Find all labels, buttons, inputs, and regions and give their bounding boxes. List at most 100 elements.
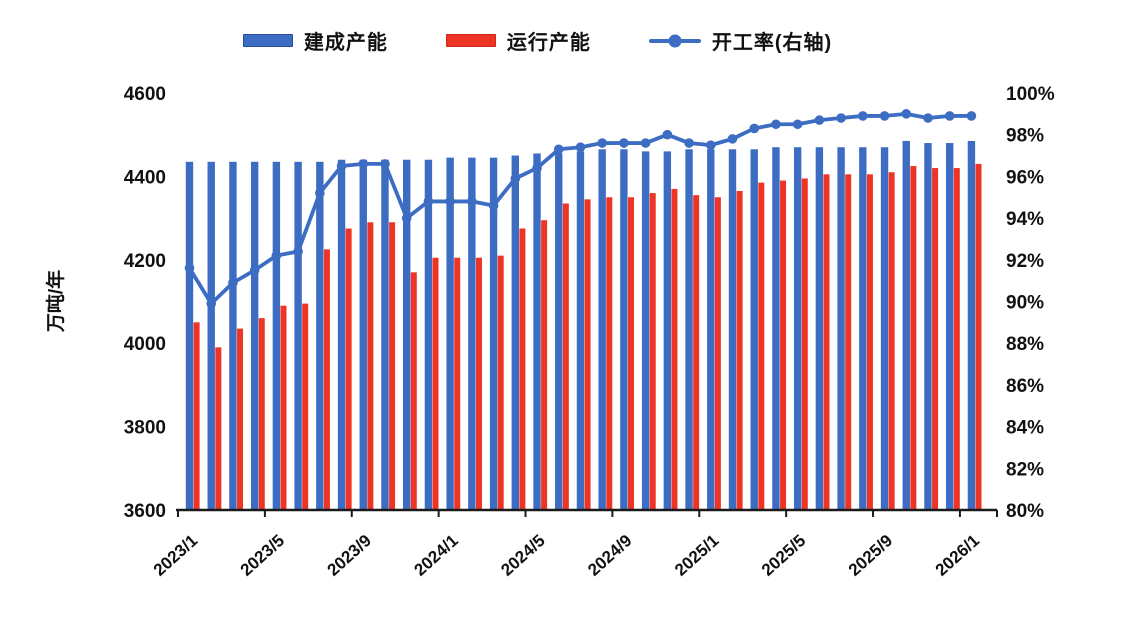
right-axis-tick-label: 96% [1006,167,1044,188]
operating-rate-point [271,250,282,261]
bar-built-capacity [880,147,889,510]
operating-rate-point [684,138,694,148]
x-axis-tick-label: 2024/1 [410,531,461,580]
bar-built-capacity [337,159,346,510]
operating-rate-point [401,213,412,223]
bar-built-capacity [468,157,476,510]
chart-legend: 建成产能 运行产能 开工率(右轴) [0,26,1103,55]
operating-rate-point [792,119,803,130]
operating-rate-point [228,277,238,288]
bar-built-capacity [555,153,563,510]
operating-rate-point [423,196,434,207]
bar-running-capacity [519,228,526,510]
bar-built-capacity [381,159,389,510]
left-axis-tick-label: 4000 [124,334,166,355]
operating-rate-point [944,111,955,121]
operating-rate-point [380,159,390,169]
operating-rate-point [358,159,369,169]
x-axis-tick-label: 2025/1 [671,531,722,580]
bar-built-capacity [185,161,194,510]
operating-rate-point [966,111,977,121]
bar-running-capacity [780,180,787,510]
bar-built-capacity [859,147,867,510]
left-axis-tick-label: 4600 [124,84,166,105]
right-axis-tick-label: 92% [1006,251,1044,272]
bar-built-capacity [685,149,693,511]
right-axis-tick-label: 86% [1006,376,1044,397]
x-axis-tick-label: 2023/5 [237,531,288,580]
right-axis-tick-label: 84% [1006,418,1044,439]
bar-running-capacity [649,193,656,510]
legend-label-operating-rate: 开工率(右轴) [711,32,833,54]
bar-running-capacity [389,222,396,510]
bar-running-capacity [541,220,548,510]
operating-rate-point [553,144,564,155]
bar-running-capacity [280,305,287,510]
bar-built-capacity [207,161,215,510]
x-axis-tick-label: 2024/9 [584,531,635,580]
x-axis-tick-label: 2023/9 [324,531,375,580]
running-capacity-swatch-icon [445,34,496,47]
operating-rate-point [619,138,629,148]
operating-rate-point [705,140,716,150]
bar-built-capacity [967,140,976,510]
operating-rate-point [249,265,260,276]
operating-rate-point [488,200,499,211]
bar-built-capacity [902,140,910,510]
bar-built-capacity [272,161,281,510]
bar-running-capacity [736,190,743,510]
operating-rate-point [336,161,347,171]
legend-item-running-capacity: 运行产能 [445,26,591,55]
bar-built-capacity [750,149,758,511]
operating-rate-point [315,188,325,198]
operating-rate-point [467,196,477,207]
bar-running-capacity [888,172,895,511]
bar-running-capacity [932,168,939,510]
bar-built-capacity [403,159,411,510]
bar-running-capacity [562,203,569,510]
bar-built-capacity [793,147,802,510]
bar-running-capacity [584,199,591,510]
bar-built-capacity [359,159,367,510]
right-axis-tick-label: 98% [1006,126,1044,147]
left-axis-tick-label: 3600 [124,501,166,522]
bar-running-capacity [953,168,960,510]
bar-running-capacity [497,255,504,510]
right-axis-tick-label: 94% [1006,209,1044,230]
bar-built-capacity [728,149,737,511]
bar-running-capacity [671,188,678,510]
bar-running-capacity [714,197,721,510]
operating-rate-point [836,113,846,123]
bar-built-capacity [924,143,932,511]
bar-built-capacity [620,149,628,511]
bar-running-capacity [193,322,200,510]
right-axis-tick-label: 88% [1006,334,1044,355]
operating-rate-point [749,123,760,134]
operating-rate-point [727,134,738,144]
bar-running-capacity [410,272,417,510]
bar-built-capacity [511,155,519,511]
operating-rate-line-swatch-icon [648,34,701,47]
right-axis-tick-label: 80% [1006,501,1044,522]
bar-built-capacity [250,161,259,510]
bar-built-capacity [598,149,606,511]
bar-built-capacity [229,161,237,510]
bar-built-capacity [946,143,954,511]
bar-running-capacity [302,303,309,510]
x-axis-tick-label: 2024/5 [497,531,548,580]
left-axis-tick-label: 4200 [124,251,166,272]
bar-built-capacity [316,161,324,510]
bar-running-capacity [823,174,830,510]
left-axis-tick-label: 4400 [124,167,166,188]
operating-rate-point [858,111,868,121]
right-axis-tick-label: 82% [1006,459,1044,480]
operating-rate-point [901,109,912,119]
bar-running-capacity [758,182,765,510]
bar-built-capacity [294,161,302,510]
operating-rate-point [510,173,521,184]
x-axis-tick-label: 2025/5 [758,531,809,580]
bar-built-capacity [489,157,498,510]
left-axis-tick-label: 3800 [124,418,166,439]
